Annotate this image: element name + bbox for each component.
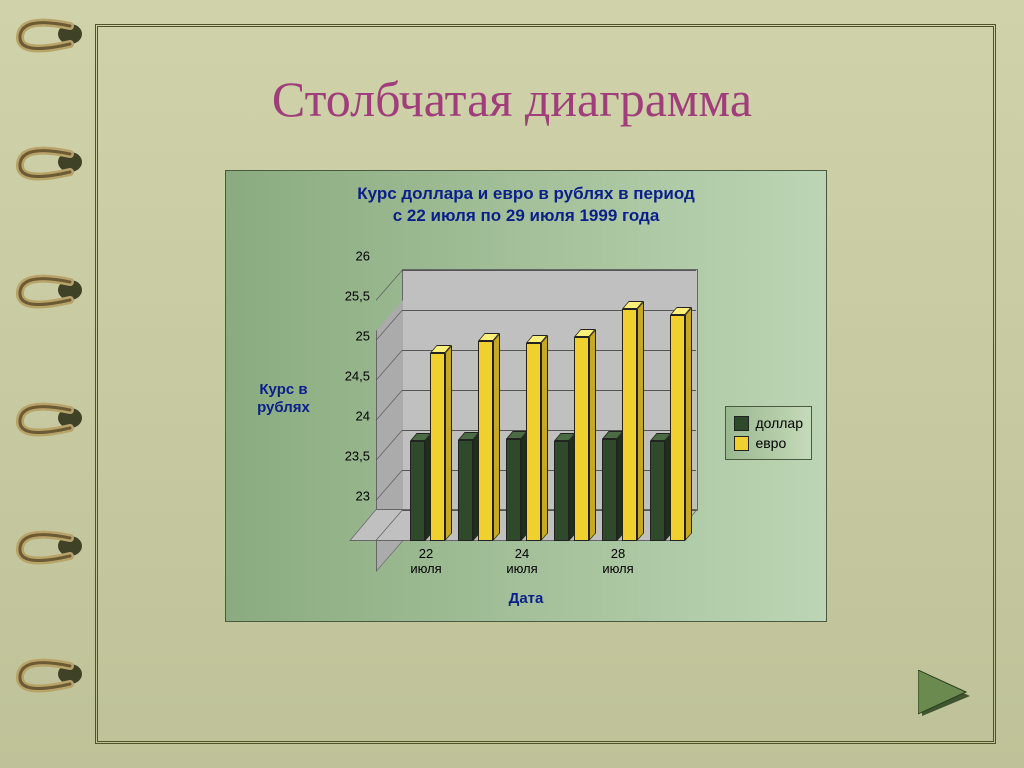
x-tick-label: 28июля	[588, 547, 648, 577]
bar	[458, 440, 473, 541]
binding-ring	[12, 390, 74, 430]
legend-swatch-dollar	[734, 416, 749, 431]
binding-ring	[12, 6, 74, 46]
bar	[478, 341, 493, 541]
slide: Столбчатая диаграмма Курс доллара и евро…	[0, 0, 1024, 768]
bar	[410, 441, 425, 541]
chart-title-line2: с 22 июля по 29 июля 1999 года	[393, 206, 660, 225]
bar	[554, 441, 569, 541]
slide-title: Столбчатая диаграмма	[0, 70, 1024, 128]
legend-label: доллар	[755, 415, 803, 431]
bar	[650, 441, 665, 541]
y-tick-label: 23	[320, 489, 370, 504]
gridline	[402, 310, 696, 311]
plot-area: 2323,52424,52525,526	[376, 271, 696, 541]
legend: доллар евро	[725, 406, 812, 460]
legend-item: евро	[734, 433, 803, 453]
binding-ring	[12, 646, 74, 686]
legend-label: евро	[755, 435, 786, 451]
binding-ring	[12, 262, 74, 302]
y-axis-label: Курс в рублях	[236, 381, 331, 417]
x-axis-label: Дата	[226, 590, 826, 607]
gridline	[402, 270, 696, 271]
bar	[526, 343, 541, 541]
legend-swatch-euro	[734, 436, 749, 451]
bar	[670, 315, 685, 541]
chart-title-line1: Курс доллара и евро в рублях в период	[357, 184, 695, 203]
bar	[622, 309, 637, 541]
arrow-right-icon	[918, 670, 974, 718]
chart-container: Курс доллара и евро в рублях в период с …	[225, 170, 827, 622]
x-tick-label: 22июля	[396, 547, 456, 577]
binding-ring	[12, 518, 74, 558]
x-tick-label: 24июля	[492, 547, 552, 577]
bar	[574, 337, 589, 541]
y-tick-label: 25	[320, 329, 370, 344]
next-slide-button[interactable]	[918, 670, 974, 718]
y-tick-label: 23,5	[320, 449, 370, 464]
bar	[430, 353, 445, 541]
binding-ring	[12, 134, 74, 174]
y-tick-label: 24	[320, 409, 370, 424]
gridline-side	[376, 270, 402, 301]
legend-item: доллар	[734, 413, 803, 433]
y-tick-label: 25,5	[320, 289, 370, 304]
bar	[506, 439, 521, 541]
y-tick-label: 26	[320, 249, 370, 264]
chart-title: Курс доллара и евро в рублях в период с …	[226, 171, 826, 231]
bar	[602, 439, 617, 541]
y-tick-label: 24,5	[320, 369, 370, 384]
